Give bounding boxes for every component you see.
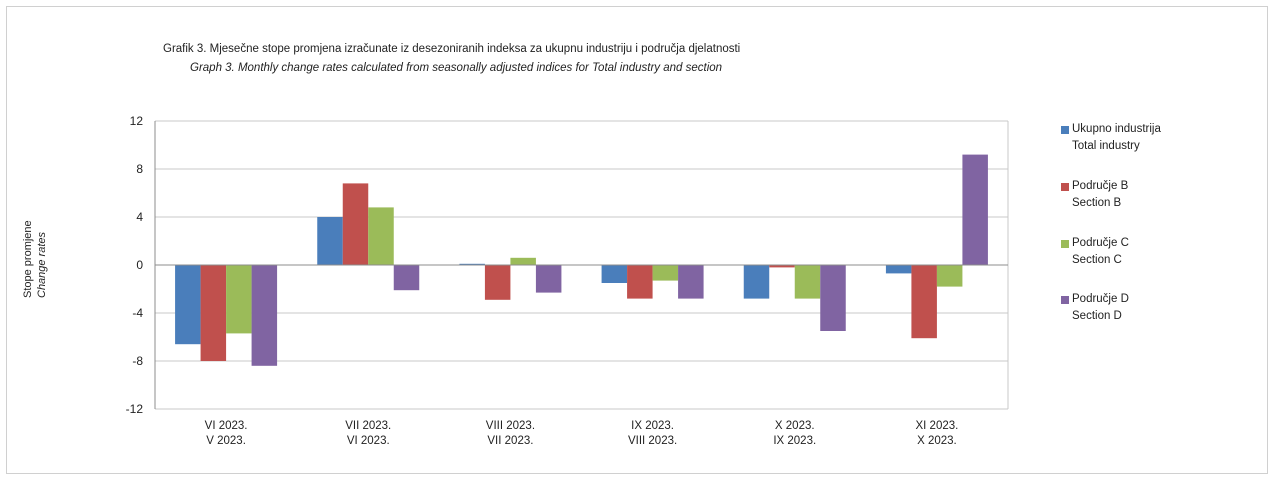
bar [601,265,628,283]
bar [317,217,343,265]
x-tick-label: VIII 2023. [486,420,535,432]
x-tick-label: IX 2023. [631,420,674,432]
bar [368,207,394,265]
x-tick-label: VI 2023. [347,435,390,447]
bar [794,265,821,299]
bar [627,265,653,299]
bar [342,183,369,265]
x-tick-label: V 2023. [206,435,246,447]
legend-label: Section D [1072,310,1122,322]
bar [769,265,795,268]
bar [200,265,227,361]
legend-swatch [1061,296,1069,304]
legend-label: Section B [1072,197,1122,209]
chart-title: Grafik 3. Mjesečne stope promjena izraču… [163,43,741,55]
legend-item: Područje B Section B [1061,178,1128,212]
x-tick-label: VII 2023. [345,420,391,432]
bar [510,257,536,265]
x-tick-label: VII 2023. [487,435,533,447]
y-tick-label: 8 [136,162,143,176]
bar [459,263,485,265]
legend-label: Total industry [1072,140,1140,152]
legend-swatch [1061,126,1069,134]
bar [175,265,201,345]
legend-swatch [1061,240,1069,248]
y-tick-label: 4 [136,210,143,224]
bar [911,265,937,339]
legend-label: Ukupno industrija [1072,123,1161,135]
bar [820,265,846,331]
legend-label: Područje D [1072,293,1129,305]
chart-frame [6,6,1268,474]
x-tick-label: XI 2023. [915,420,958,432]
y-tick-label: 0 [136,258,143,272]
bar [251,265,278,366]
legend-item: Područje C Section C [1061,235,1129,269]
bar [743,265,770,299]
bar [535,265,562,293]
x-tick-label: VIII 2023. [628,435,677,447]
x-tick-label: X 2023. [917,435,957,447]
y-tick-label: -8 [132,354,143,368]
bar [393,265,420,291]
bar [678,265,704,299]
bar [652,265,679,281]
legend-label: Section C [1072,254,1122,266]
legend-label: Područje C [1072,237,1129,249]
x-tick-label: IX 2023. [773,435,816,447]
y-tick-label: 12 [130,114,144,128]
legend-label: Područje B [1072,180,1129,192]
x-tick-label: X 2023. [775,420,815,432]
y-tick-label: -12 [126,402,144,416]
bar [936,265,963,287]
x-tick-label: VI 2023. [205,420,248,432]
chart-subtitle: Graph 3. Monthly change rates calculated… [190,62,723,74]
legend-swatch [1061,183,1069,191]
bar [962,154,988,265]
bar [226,265,252,334]
legend-item: Ukupno industrija Total industry [1061,121,1161,155]
y-tick-label: -4 [132,306,143,320]
bar [885,265,912,274]
legend-item: Područje D Section D [1061,291,1129,325]
bar [484,265,511,300]
